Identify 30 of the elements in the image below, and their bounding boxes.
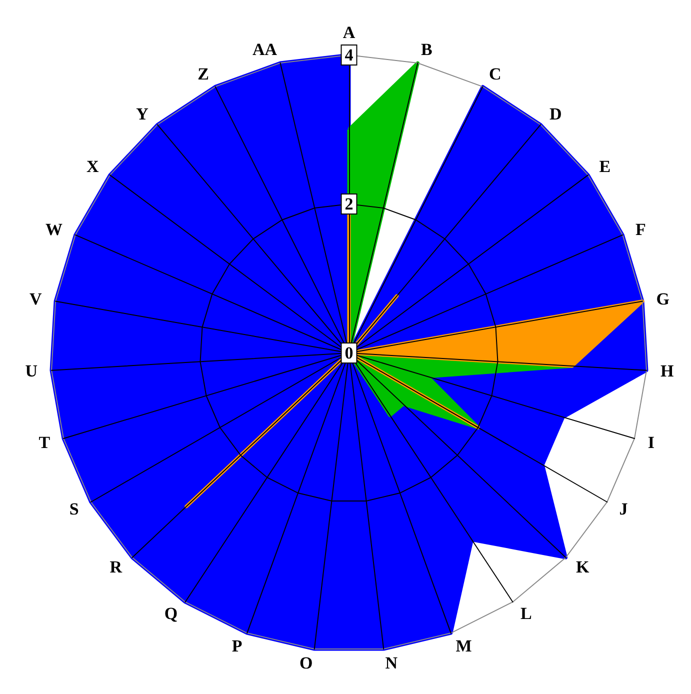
spoke-label: S xyxy=(69,500,79,518)
spoke-label: K xyxy=(576,558,590,577)
spoke-label: H xyxy=(660,362,674,381)
spoke-label: W xyxy=(46,220,63,239)
spoke-label: C xyxy=(489,64,502,84)
spoke-label: B xyxy=(420,40,432,59)
spoke-label: E xyxy=(599,157,611,176)
spoke-label: F xyxy=(635,220,646,239)
spoke-label: A xyxy=(342,23,356,42)
spoke-label: G xyxy=(656,289,670,308)
spoke-label: Z xyxy=(198,64,209,84)
spoke-label: AA xyxy=(252,40,278,59)
spoke-label: Y xyxy=(136,104,148,124)
y-tick-label: 4 xyxy=(344,46,354,64)
spoke-label: U xyxy=(25,362,38,381)
spoke-label: L xyxy=(520,604,532,624)
spoke-label: R xyxy=(110,558,123,577)
spoke-label: Q xyxy=(164,604,178,624)
spoke-label: D xyxy=(550,104,562,124)
spoke-label: M xyxy=(456,636,472,656)
y-tick-label: 2 xyxy=(344,194,354,214)
spoke-label: J xyxy=(619,500,628,518)
spoke-label: I xyxy=(648,432,655,452)
spoke-label: V xyxy=(29,289,42,308)
y-tick-label: 0 xyxy=(344,344,354,362)
spoke-label: N xyxy=(385,653,398,672)
spoke-label: O xyxy=(300,653,313,672)
spoke-label: P xyxy=(232,636,242,656)
spoke-label: X xyxy=(86,157,100,176)
spoke-label: T xyxy=(38,432,51,452)
